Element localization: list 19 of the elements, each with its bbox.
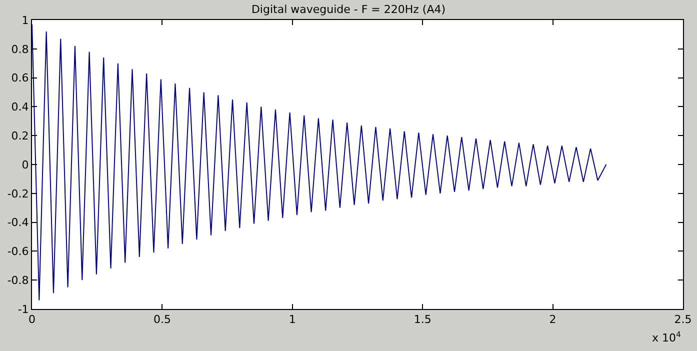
y-tick-label: -0.6 [7, 245, 29, 258]
x-tick-label: 2.5 [674, 313, 692, 326]
y-tick-label: 0.8 [11, 42, 29, 56]
y-tick-label: -1 [18, 302, 29, 316]
x-tick-label: 0.5 [153, 313, 171, 326]
y-tick-label: -0.2 [7, 187, 29, 200]
x-tick-label: 1.5 [414, 313, 432, 326]
y-tick-label: 0 [22, 158, 29, 172]
x-tick-label: 1 [288, 313, 296, 326]
y-tick-label: -0.8 [7, 274, 29, 287]
y-tick-label: 0.6 [11, 72, 29, 85]
line-series [32, 24, 607, 301]
chart-title: Digital waveguide - F = 220Hz (A4) [251, 2, 446, 16]
y-tick-label: -0.4 [7, 216, 29, 230]
y-tick-label: 0.2 [11, 129, 29, 142]
y-tick-label: 0.4 [11, 100, 29, 114]
x-tick-label: 2 [549, 313, 556, 326]
text: x 10$^{4}$ [652, 330, 682, 345]
y-tick-label: 1 [22, 14, 29, 27]
